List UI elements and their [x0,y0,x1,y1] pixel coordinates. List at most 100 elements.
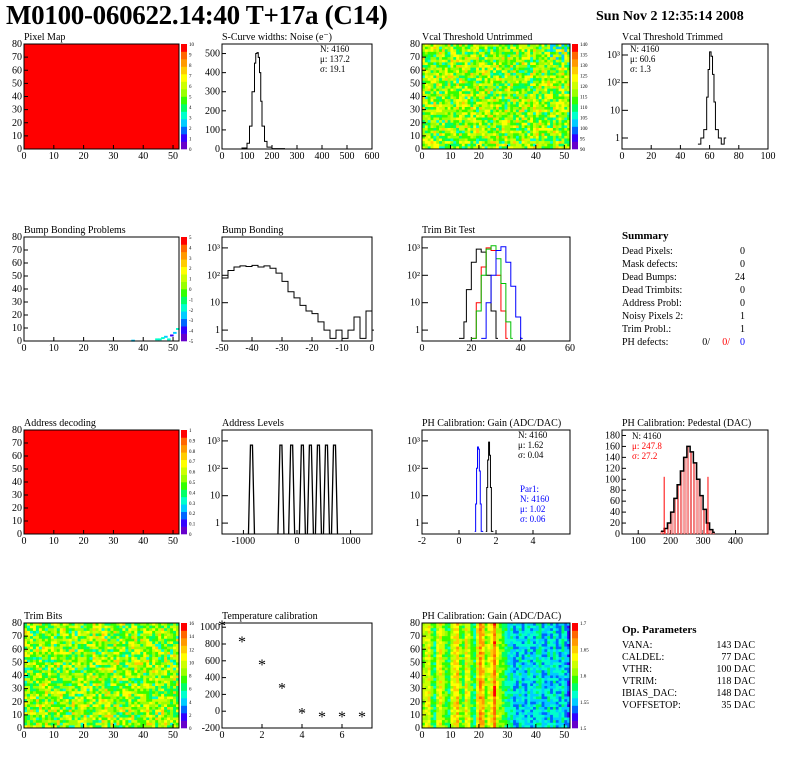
heatmap-cell [567,86,571,89]
heatmap-cell [498,88,502,92]
heatmap-cell [128,670,132,674]
heatmap-cell [116,688,120,692]
heatmap-cell [476,120,480,124]
heatmap-cell [35,633,40,637]
heatmap-cell [164,714,168,718]
heatmap-cell [552,112,557,116]
heatmap-cell [104,667,108,671]
heatmap-cell [461,80,465,84]
heatmap-cell [155,717,159,721]
heatmap-cell [498,65,502,68]
heatmap-cell [95,709,99,713]
series-line [471,245,513,339]
heatmap-cell [74,722,78,726]
heatmap-cell [524,65,528,68]
heatmap-cell [134,628,138,632]
heatmap-cell [504,46,508,50]
heatmap-cell [498,138,502,142]
heatmap-cell [453,141,457,145]
heatmap-cell [32,651,37,655]
y-tick-label: 10² [607,78,620,89]
heatmap-cell [56,638,61,642]
heatmap-cell [567,122,571,126]
heatmap-cell [149,688,153,692]
heatmap-cell [176,722,180,726]
heatmap-cell [92,670,96,674]
heatmap-cell [441,107,446,110]
heatmap-cell [86,675,90,679]
heatmap-cell [125,712,129,716]
heatmap-cell [47,683,52,687]
heatmap-cell [433,65,437,68]
heatmap-cell [544,86,548,89]
heatmap-cell [561,67,565,71]
heatmap-cell [481,59,485,63]
heatmap-cell [567,75,571,79]
heatmap-cell [444,86,448,89]
heatmap-cell [552,143,557,147]
heatmap-cell [433,88,437,92]
heatmap-cell [164,722,168,726]
heatmap-cell [137,657,141,661]
heatmap-cell [490,62,494,66]
heatmap-cell [134,678,138,682]
heatmap-cell [467,625,471,629]
heatmap-cell [459,120,463,124]
heatmap-cell [26,628,31,632]
heatmap-cell [450,125,454,129]
heatmap-cell [547,49,551,53]
heatmap-cell [77,670,81,674]
heatmap-cell [487,75,491,79]
heatmap-cell [552,141,557,145]
heatmap-cell [167,641,171,645]
heatmap-cell [504,143,508,147]
heatmap-cell [436,623,440,626]
heatmap-cell [530,104,534,108]
heatmap-cell [164,638,168,642]
heatmap-cell [50,688,55,692]
heatmap-cell [137,725,141,729]
heatmap-cell [430,109,434,113]
heatmap-cell [498,72,502,76]
heatmap-cell [44,683,49,687]
color-scale-cell [181,482,187,490]
heatmap-cell [155,672,159,676]
heatmap-cell [137,686,141,689]
heatmap-cell [140,680,144,684]
heatmap-cell [131,683,135,687]
heatmap-cell [44,670,49,674]
heatmap-cell [561,101,565,105]
y-tick-label: 0 [17,723,22,734]
heatmap-cell [498,83,502,87]
heatmap-cell [32,704,37,708]
heatmap-cell [541,70,545,74]
heatmap-cell [176,683,180,687]
heatmap-cell [467,67,471,71]
heatmap-cell [541,120,545,124]
heatmap-cell [44,701,49,705]
heatmap-cell [464,117,468,121]
heatmap-cell [83,641,87,645]
heatmap-cell [461,138,465,142]
heatmap-cell [504,57,508,61]
x-tick-label: 10 [445,151,455,162]
heatmap-cell [518,46,522,50]
heatmap-cell [433,78,437,82]
heatmap-cell [552,107,557,110]
heatmap-cell [564,125,568,129]
heatmap-cell [125,693,129,697]
heatmap-cell [59,636,64,640]
heatmap-cell [77,691,81,695]
heatmap-cell [56,623,61,626]
heatmap-cell [173,625,177,629]
heatmap-cell [518,83,522,87]
heatmap-cell [131,701,135,705]
heatmap-cell [567,62,571,66]
heatmap-cell [441,623,446,626]
heatmap-cell [92,665,96,668]
heatmap-cell [137,625,141,629]
heatmap-cell [510,112,514,116]
heatmap-cell [561,107,565,110]
heatmap-cell [538,91,542,95]
heatmap-cell [44,667,49,671]
